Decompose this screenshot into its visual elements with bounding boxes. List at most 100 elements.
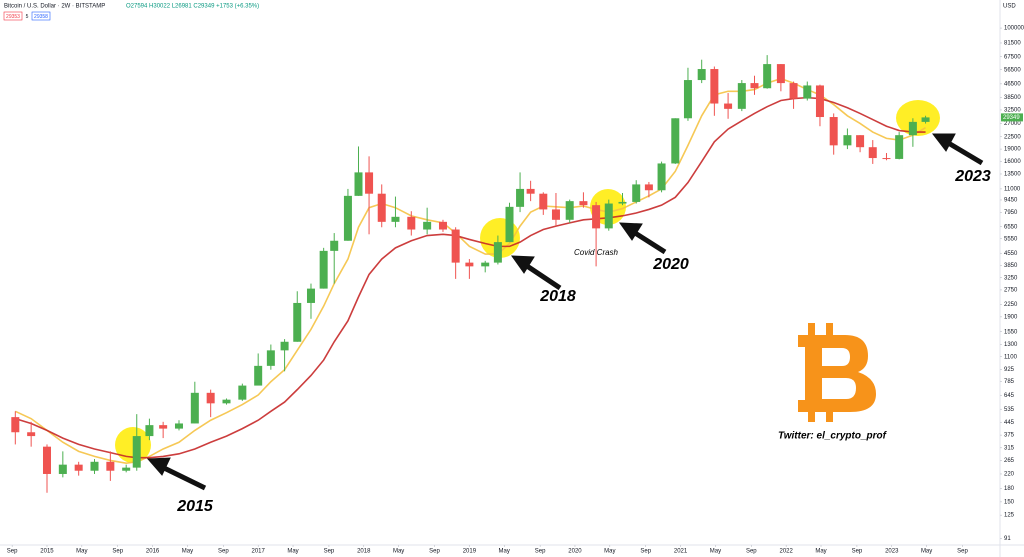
candle-body [106,461,115,471]
x-tick-label: May [76,549,87,555]
x-tick-label: May [182,549,193,555]
logo-bar [808,408,815,422]
candle-body [776,64,785,84]
x-tick-label: May [393,549,404,555]
candle-body [190,392,199,424]
logo-bar [826,408,833,422]
y-tick-label: 22500 [1004,134,1021,140]
y-tick-label: 375 [1004,433,1015,439]
annotation: 2018 [539,288,576,305]
candle-body [266,350,275,366]
candle-body [683,80,692,119]
candle-body [451,229,460,263]
x-tick-label: 2016 [146,549,160,555]
candle-body [882,158,891,160]
y-tick-label: 32500 [1004,108,1021,114]
candle-body [222,399,231,404]
y-tick-label: 6550 [1004,224,1018,230]
y-tick-label: 645 [1004,393,1015,399]
candle-body [551,209,560,220]
currency: USD [1003,4,1016,10]
y-tick-label: 27000 [1004,121,1021,127]
candle-body [657,163,666,191]
arrow [630,228,667,255]
y-tick-label: 2750 [1004,288,1018,294]
x-tick-label: 2017 [252,549,266,555]
y-tick-label: 13500 [1004,172,1021,178]
y-tick-label: 16000 [1004,159,1021,165]
candle-body [74,464,83,471]
ohlc: O27594 H30022 L26981 C29349 +1753 (+6.35… [126,4,259,10]
bitcoin-logo [798,323,876,422]
x-tick-label: Sep [218,549,229,555]
y-tick-label: 19000 [1004,147,1021,153]
y-tick-label: 925 [1004,367,1015,373]
candle-body [407,216,416,230]
y-tick-label: 91 [1004,536,1011,542]
sell-box[interactable] [3,11,23,21]
x-tick-label: Sep [640,549,651,555]
y-tick-label: 38500 [1004,95,1021,101]
x-tick-label: Sep [112,549,123,555]
candle-body [27,432,36,437]
candle-body [750,83,759,89]
x-tick-label: May [710,549,721,555]
y-tick-label: 4550 [1004,251,1018,257]
y-tick-label: 3850 [1004,263,1018,269]
arrow [522,261,562,291]
y-tick-label: 7950 [1004,210,1018,216]
x-tick-label: May [815,549,826,555]
annotation: Covid Crash [574,248,619,257]
candle-body [803,85,812,99]
candle-body [592,205,601,229]
y-tick-label: 81500 [1004,41,1021,47]
x-tick-label: Sep [324,549,335,555]
x-tick-label: 2019 [463,549,477,555]
y-tick-label: 9450 [1004,198,1018,204]
y-tick-label: 1900 [1004,314,1018,320]
x-tick-label: 2015 [40,549,54,555]
candle-body [737,83,746,109]
candle-body [526,188,535,194]
plot [11,55,930,493]
y-tick-label: 11000 [1004,186,1021,192]
annotation: 2020 [652,256,689,273]
candle-body [465,262,474,267]
candle-body [42,446,51,474]
x-tick-label: May [604,549,615,555]
annotation: Twitter: el_crypto_prof [778,431,888,442]
y-tick-label: 3250 [1004,275,1018,281]
candle-body [365,172,374,194]
candle-body [11,417,20,433]
y-tick-label: 785 [1004,379,1015,385]
candle-body [868,147,877,159]
candle-body [238,385,247,400]
candle-body [423,221,432,230]
candle-body [843,135,852,146]
candle-body [481,262,490,267]
x-tick-label: 2018 [357,549,371,555]
buy-price: 29358 [34,14,48,20]
x-tick-label: Sep [429,549,440,555]
x-tick-label: 2022 [779,549,793,555]
candle-body [856,135,865,148]
arrow-head [931,133,956,152]
buy-box[interactable] [31,11,51,21]
candle-body [354,172,363,196]
candle-body [319,250,328,289]
candle-body [604,203,613,229]
candle-body [159,425,168,429]
arrow-head [511,255,535,274]
candle-body [815,85,824,118]
x-tick-label: 2021 [674,549,688,555]
x-tick-label: 2023 [885,549,899,555]
candle-body [174,423,183,429]
spread: 5 [26,14,29,20]
candle-body [206,392,215,404]
candle-body [391,216,400,222]
candle-body [789,83,798,99]
candle-body [539,193,548,210]
candle-body [618,201,627,204]
